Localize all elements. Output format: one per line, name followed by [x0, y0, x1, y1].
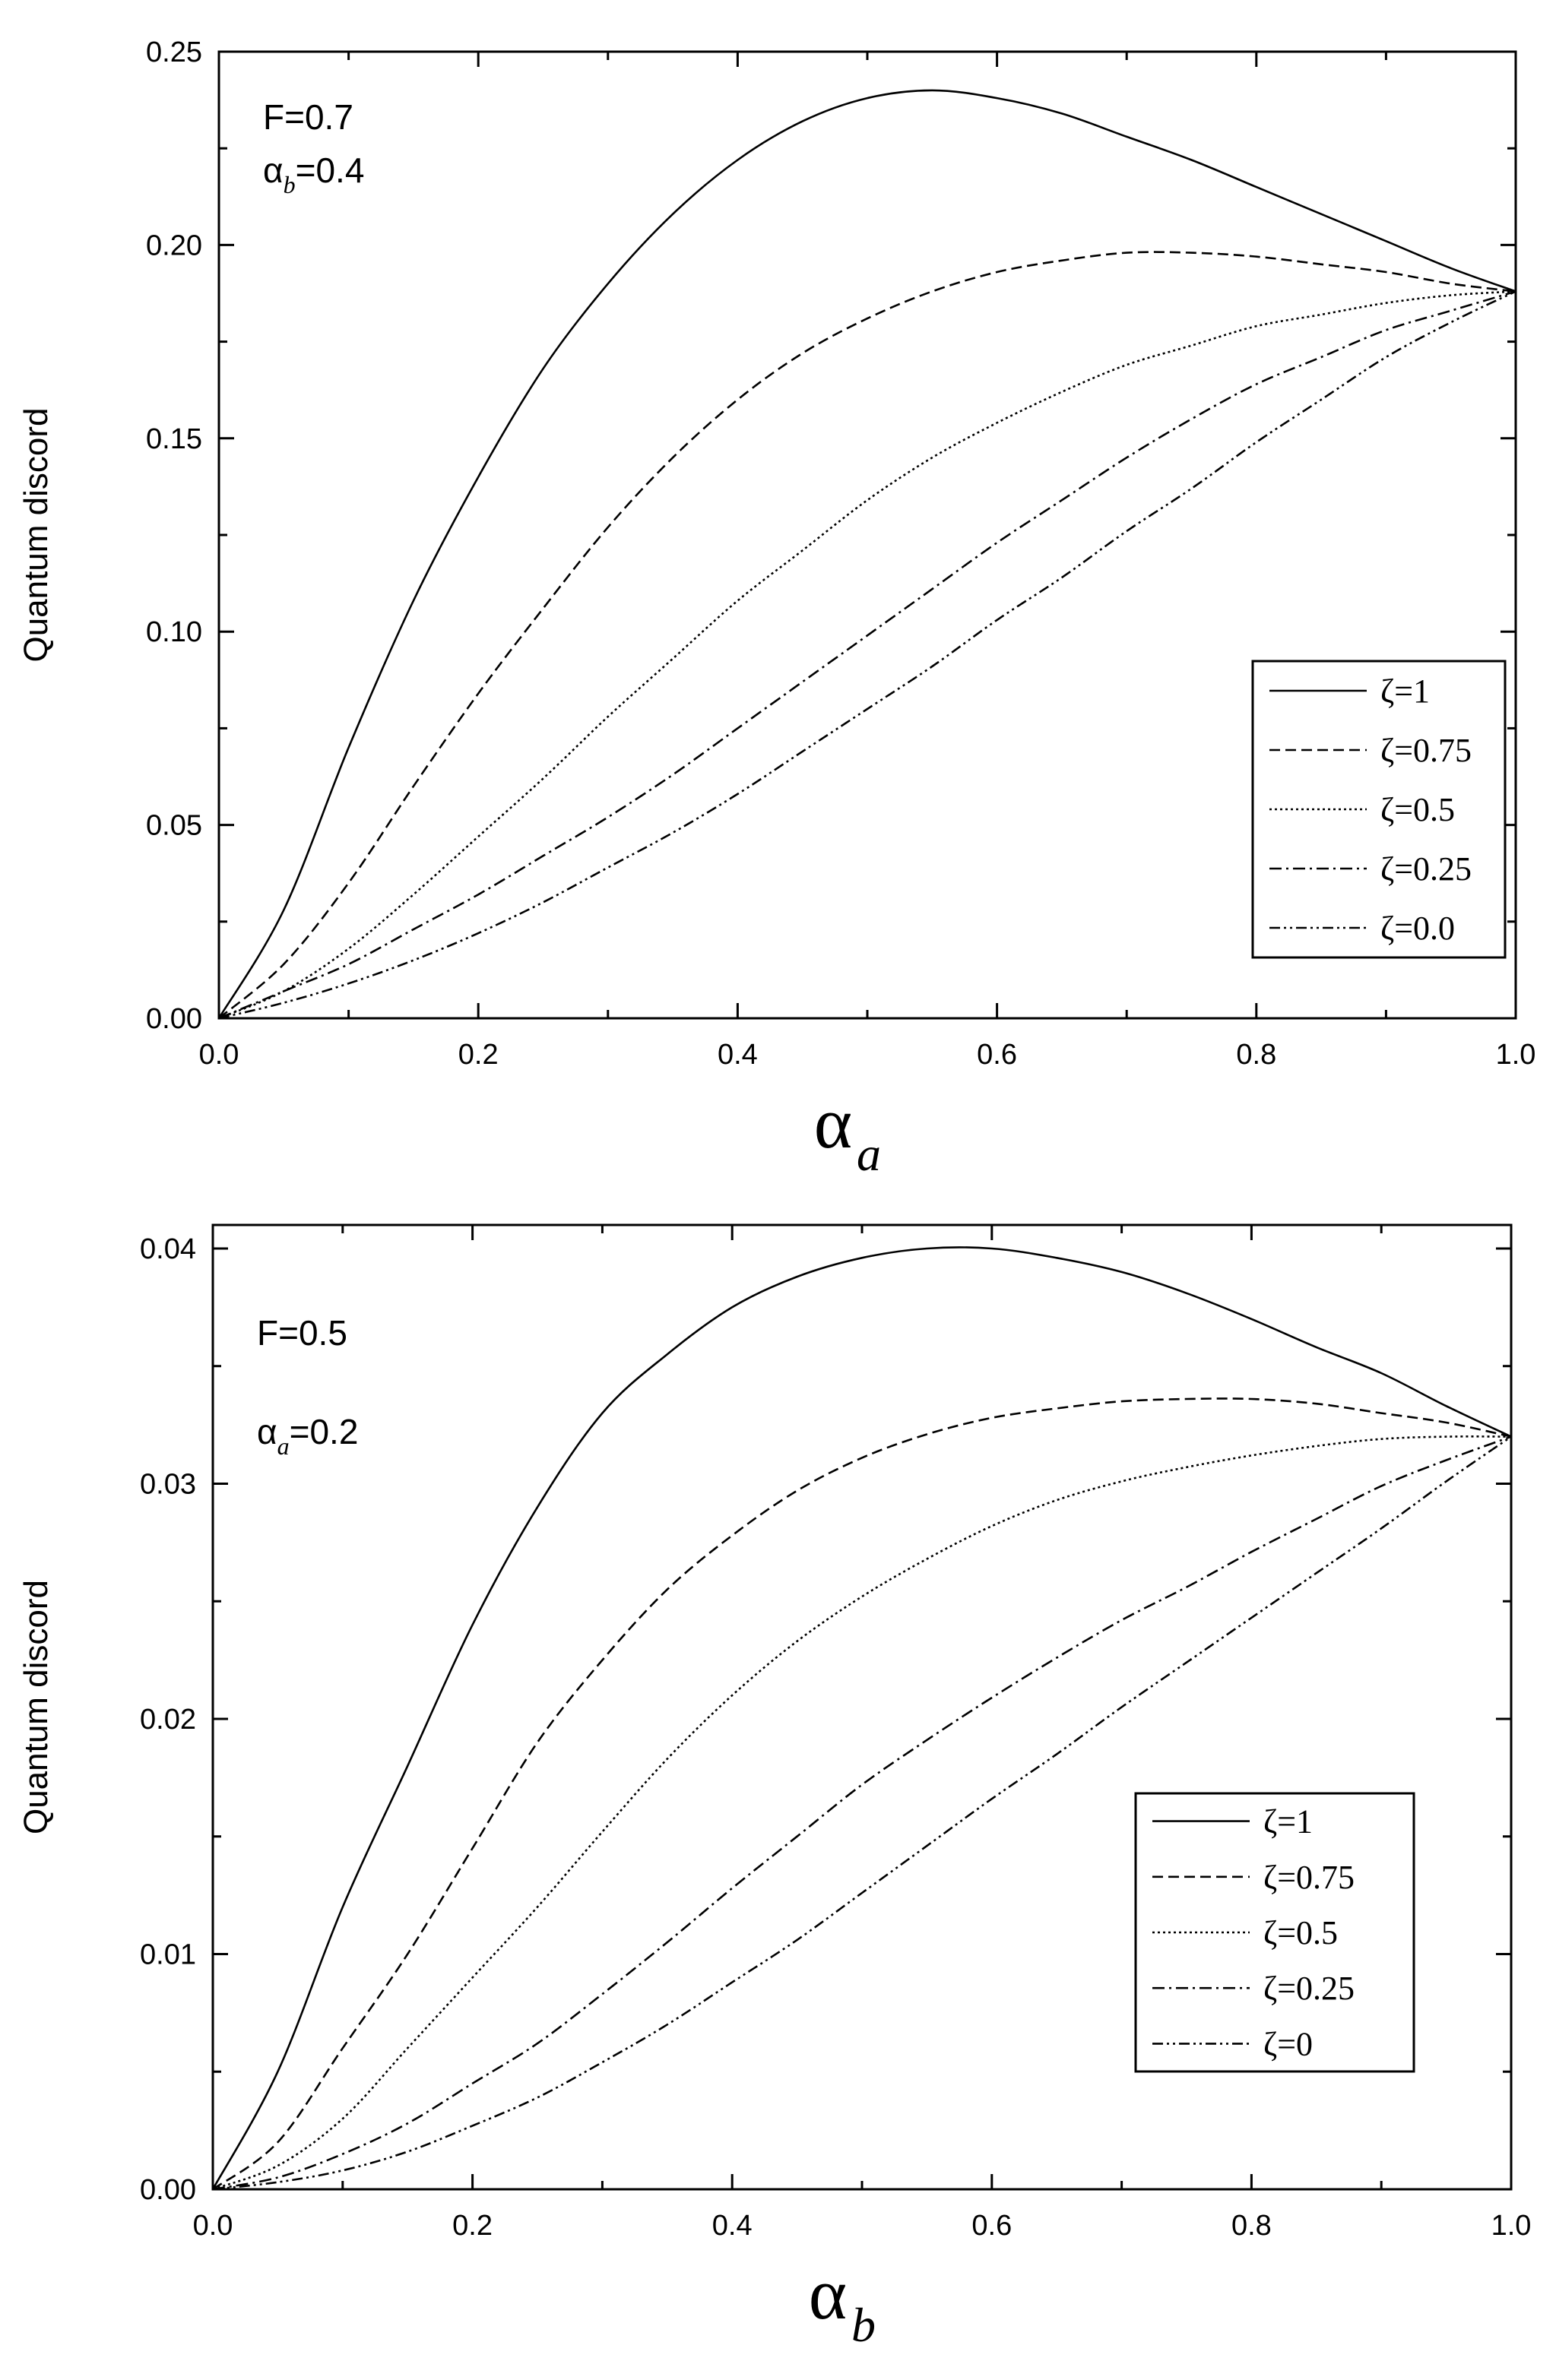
- legend-box: [1134, 1792, 1415, 2073]
- x-tick-label: 0.2: [452, 2210, 493, 2242]
- x-tick-label: 0.6: [977, 1039, 1017, 1071]
- y-tick-label: 0.02: [140, 1704, 196, 1736]
- series-line-2: [218, 251, 1516, 1019]
- legend-label: ζ=0: [1263, 2025, 1313, 2062]
- x-axis-label-subscript: b: [851, 2298, 876, 2352]
- legend-label: ζ=0.5: [1380, 791, 1455, 828]
- legend-label: ζ=1: [1380, 673, 1430, 710]
- x-tick-label: 1.0: [1496, 1039, 1536, 1071]
- x-tick-label: 0.4: [712, 2210, 753, 2242]
- x-tick-label: 0.0: [193, 2210, 233, 2242]
- legend-label: ζ=0.25: [1380, 850, 1472, 888]
- series-line-1: [217, 89, 1516, 1019]
- legend-label: ζ=0.25: [1263, 1970, 1355, 2007]
- annotation-1: F=0.7: [263, 97, 353, 137]
- x-tick-label: 1.0: [1491, 2210, 1532, 2242]
- legend-box: [1251, 660, 1507, 959]
- y-tick-label: 0.15: [146, 423, 202, 455]
- annotation-main: F=0.7: [263, 97, 353, 137]
- x-tick-label: 0.8: [1231, 2210, 1272, 2242]
- legend-label: ζ=0.75: [1380, 732, 1472, 769]
- annotation-value: =0.4: [296, 150, 365, 190]
- annotation-main: α: [263, 150, 284, 190]
- annotation-main: F=0.5: [257, 1313, 347, 1353]
- series-line-2: [212, 1397, 1512, 2191]
- annotation-2: αa=0.2: [257, 1412, 358, 1460]
- y-tick-label: 0.01: [140, 1938, 196, 1970]
- y-tick-label: 0.05: [146, 810, 202, 842]
- legend: ζ=1 ζ=0.75 ζ=0.5 ζ=0.25 ζ=0: [1134, 1792, 1415, 2073]
- annotation-subscript: a: [277, 1432, 290, 1460]
- x-tick-label: 0.0: [199, 1039, 239, 1071]
- x-tick-label: 0.4: [718, 1039, 758, 1071]
- chart-panel-2: 0.0 0.2 0.4 0.6 0.8 1.0 0.00 0.01 0.02 0.03 0.04 Qu…: [17, 1223, 1532, 2352]
- y-tick-label: 0.00: [140, 2174, 196, 2206]
- legend: ζ=1 ζ=0.75 ζ=0.5 ζ=0.25 ζ=0.0: [1251, 660, 1507, 959]
- y-tick-label: 0.25: [146, 36, 202, 68]
- x-axis-label: α: [814, 1082, 852, 1163]
- x-tick-label: 0.8: [1236, 1039, 1276, 1071]
- series-line-1: [211, 1246, 1512, 2190]
- series-line-3: [212, 1435, 1512, 2191]
- x-axis-label: α: [809, 2253, 847, 2334]
- annotation-subscript: b: [284, 171, 296, 198]
- annotation-main: α: [257, 1412, 277, 1451]
- y-axis-label: Quantum discord: [17, 407, 55, 662]
- x-tick-label: 0.6: [971, 2210, 1012, 2242]
- annotation-value: =0.2: [290, 1412, 359, 1451]
- legend-label: ζ=0.5: [1263, 1914, 1338, 1951]
- series-line-4: [212, 1435, 1512, 2191]
- y-tick-label: 0.10: [146, 616, 202, 648]
- y-tick-label: 0.04: [140, 1233, 196, 1265]
- y-tick-label: 0.00: [146, 1003, 202, 1035]
- annotation-2: αb=0.4: [263, 150, 364, 198]
- chart-panel-1: 0.0 0.2 0.4 0.6 0.8 1.0 0.00 0.05 0.10 0.15 0.20 0.…: [17, 36, 1535, 1181]
- annotation-1: F=0.5: [257, 1313, 347, 1353]
- x-axis-label-subscript: a: [857, 1127, 881, 1181]
- y-axis-label: Quantum discord: [17, 1580, 55, 1834]
- x-tick-label: 0.2: [458, 1039, 499, 1071]
- series-line-4: [218, 290, 1516, 1020]
- legend-label: ζ=0.0: [1380, 910, 1455, 947]
- legend-label: ζ=0.75: [1263, 1859, 1355, 1896]
- y-tick-label: 0.20: [146, 229, 202, 261]
- series-line-5: [212, 1435, 1512, 2191]
- legend-label: ζ=1: [1263, 1803, 1313, 1840]
- y-tick-label: 0.03: [140, 1468, 196, 1500]
